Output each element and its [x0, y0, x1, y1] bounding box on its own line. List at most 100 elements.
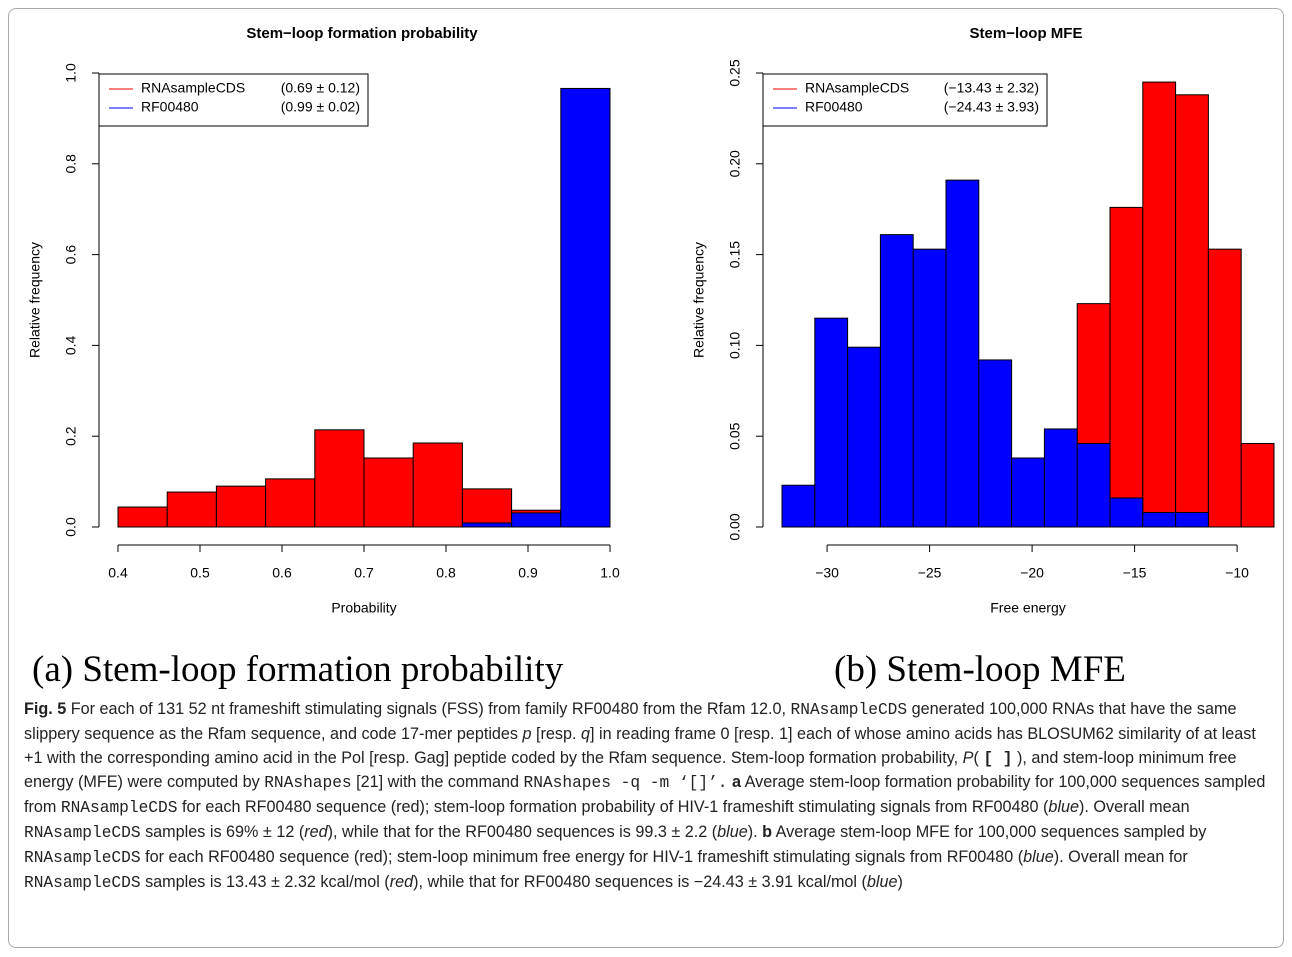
- bar: [781, 484, 816, 528]
- x-tick-label: −25: [918, 565, 942, 581]
- y-tick-label: 0.6: [63, 245, 79, 265]
- y-axis-label: Relative frequency: [27, 242, 43, 358]
- caption: Fig. 5 For each of 131 52 nt frameshift …: [24, 698, 1274, 895]
- caption-run: ), and stem-loop minimum free energy (MF…: [24, 748, 1237, 792]
- bar: [461, 488, 513, 528]
- bar: [945, 179, 980, 528]
- caption-run: ). Overall mean: [1079, 798, 1190, 817]
- subcaption: (b) Stem-loop MFE: [834, 649, 1126, 690]
- bar: [1175, 94, 1209, 528]
- x-axis-label: Free energy: [990, 600, 1065, 616]
- caption-run: RNAshapes -q -m ‘[]’.: [523, 774, 728, 793]
- caption-run: ). Overall mean for: [1053, 847, 1188, 866]
- caption-run: samples is 13.43 ± 2.32 kcal/mol (: [140, 872, 390, 891]
- y-tick-label: 0.05: [727, 422, 743, 449]
- caption-run: for each RF00480 sequence (red); stem-lo…: [140, 847, 1024, 866]
- caption-run: RNAsampleCDS: [790, 701, 908, 719]
- caption-run: ] in reading frame 0 [resp. 1] each of w…: [24, 724, 1256, 767]
- bar: [117, 506, 168, 528]
- caption-run: Fig. 5: [24, 700, 67, 718]
- caption-run: ), while that for RF00480 sequences is −…: [413, 872, 867, 891]
- bar: [560, 87, 611, 528]
- x-tick-label: 1.0: [600, 565, 620, 581]
- caption-run: blue: [1023, 847, 1054, 866]
- legend-stat: (0.99 ± 0.02): [281, 99, 360, 115]
- y-tick-label: 0.10: [727, 332, 743, 359]
- y-axis-label: Relative frequency: [691, 242, 707, 358]
- y-tick-label: 0.0: [63, 517, 79, 537]
- bar: [1043, 428, 1078, 528]
- bar: [1142, 81, 1177, 528]
- caption-run: ).: [747, 822, 763, 841]
- caption-run: blue: [1048, 798, 1079, 817]
- x-axis-label: Probability: [331, 600, 396, 616]
- y-tick-label: 0.20: [727, 150, 743, 177]
- caption-run: RNAsampleCDS: [60, 799, 178, 818]
- bar: [1207, 248, 1242, 528]
- y-tick-label: 0.4: [63, 335, 79, 355]
- caption-run: Average stem-loop MFE for 100,000 sequen…: [772, 822, 1207, 841]
- caption-run: RNAsampleCDS: [24, 848, 141, 867]
- caption-run: blue: [717, 822, 748, 841]
- caption-run: (: [973, 748, 984, 767]
- bar: [363, 457, 414, 528]
- caption-run: [resp.: [531, 724, 582, 743]
- x-tick-label: −20: [1020, 565, 1044, 581]
- legend-box: [762, 73, 1048, 127]
- y-tick-label: 0.15: [727, 241, 743, 268]
- y-tick-label: 1.0: [63, 63, 79, 83]
- y-tick-label: 0.25: [727, 59, 743, 86]
- x-tick-label: 0.8: [436, 565, 456, 581]
- bar: [166, 491, 217, 528]
- y-tick-label: 0.2: [63, 426, 79, 446]
- caption-run: blue: [866, 872, 898, 891]
- bar: [978, 359, 1013, 528]
- caption-run: a: [732, 773, 742, 792]
- legend-label: RF00480: [805, 99, 863, 115]
- bar: [461, 522, 513, 528]
- legend-stat: (0.69 ± 0.12): [281, 80, 360, 96]
- chart: 0.4 0.5 0.6 0.7 0.8 0.9 1.0 0.0 0.2 0.4 0.6 0.8 1.0 S…: [27, 25, 620, 616]
- caption-run: q: [581, 724, 591, 743]
- figure-frame: [8, 8, 1284, 948]
- caption-run: [ ]: [983, 749, 1013, 768]
- x-tick-label: 0.7: [354, 565, 374, 581]
- bar: [1142, 511, 1177, 528]
- caption-run: red: [304, 822, 328, 841]
- caption-run: samples is 69% ± 12 (: [140, 822, 305, 841]
- x-tick-label: −30: [815, 565, 839, 581]
- y-tick-label: 0.8: [63, 154, 79, 174]
- caption-run: RNAsampleCDS: [24, 873, 141, 892]
- legend-label: RNAsampleCDS: [141, 80, 245, 96]
- y-tick-label: 0.00: [727, 513, 743, 540]
- x-tick-label: −10: [1225, 565, 1249, 581]
- caption-run: RNAshapes: [264, 774, 352, 793]
- bar: [412, 442, 463, 528]
- bar: [1076, 442, 1111, 528]
- x-tick-label: 0.6: [272, 565, 292, 581]
- legend-stat: (−24.43 ± 3.93): [944, 99, 1039, 115]
- caption-run: p: [522, 724, 532, 743]
- chart-title: Stem−loop formation probability: [246, 25, 478, 42]
- bar: [1011, 457, 1045, 528]
- caption-run: P: [962, 748, 974, 767]
- caption-run: RNAsampleCDS: [24, 823, 141, 842]
- caption-run: Average stem-loop formation probability …: [24, 773, 1266, 817]
- bar: [511, 512, 562, 528]
- bar: [1109, 206, 1144, 528]
- x-tick-label: −15: [1123, 565, 1147, 581]
- bar: [1109, 497, 1144, 528]
- bar: [847, 346, 881, 528]
- caption-run: for each RF00480 sequence (red); stem-lo…: [177, 798, 1049, 817]
- caption-run: For each of 131 52 nt frameshift stimula…: [66, 700, 791, 718]
- bar: [1240, 442, 1275, 528]
- chart-title: Stem−loop MFE: [970, 25, 1083, 42]
- legend-stat: (−13.43 ± 2.32): [944, 80, 1039, 96]
- caption-run: red: [389, 872, 414, 891]
- bar: [215, 485, 267, 528]
- bar: [814, 317, 849, 528]
- subcaption: (a) Stem-loop formation probability: [32, 649, 564, 690]
- caption-run: [21] with the command: [351, 773, 524, 792]
- legend-label: RNAsampleCDS: [805, 80, 909, 96]
- bar: [314, 429, 365, 528]
